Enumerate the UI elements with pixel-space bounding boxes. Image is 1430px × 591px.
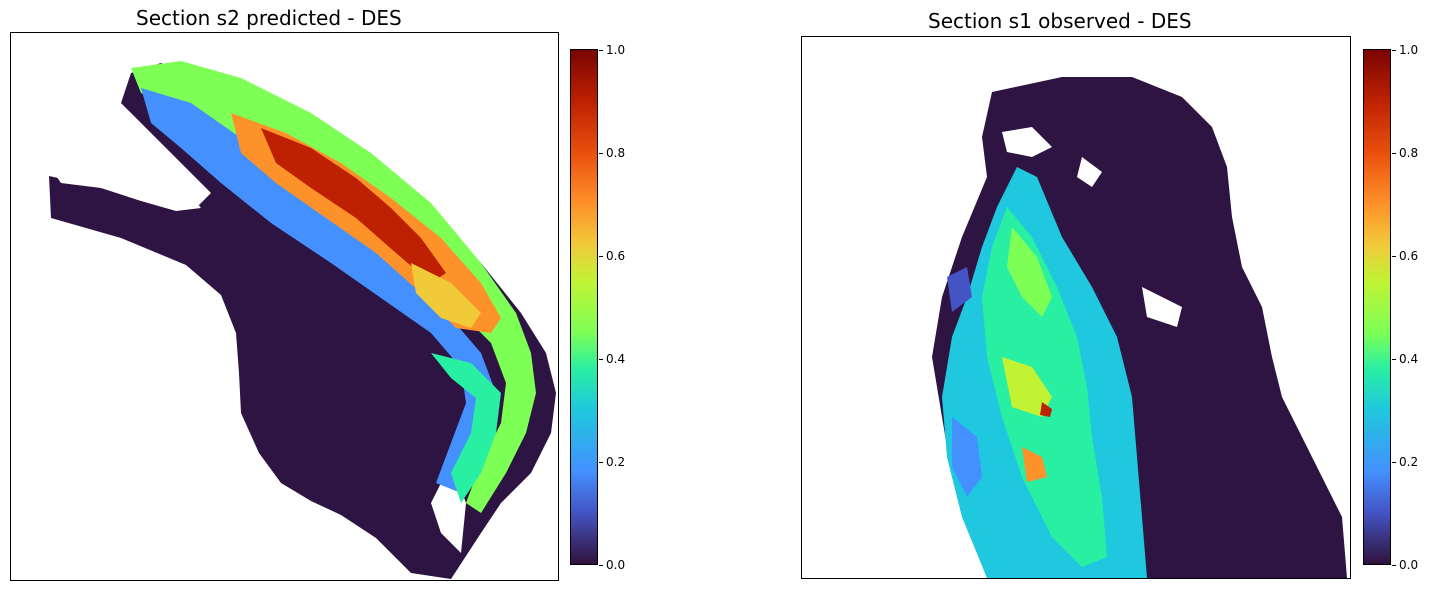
right-colorbar (1363, 49, 1391, 565)
left-colorbar (570, 49, 598, 565)
left-colorbar-tick: 0.6 (598, 249, 626, 263)
right-colorbar-tick: 0.8 (1391, 146, 1419, 160)
right-panel-title: Section s1 observed - DES (928, 9, 1192, 33)
right-colorbar-tick: 0.4 (1391, 352, 1419, 366)
right-expression-orange (1022, 447, 1047, 482)
left-colorbar-tick: 1.0 (598, 43, 626, 57)
left-colorbar-tick: 0.0 (598, 558, 626, 572)
right-colorbar-tick: 1.0 (1391, 43, 1419, 57)
left-expression-blue (141, 88, 496, 493)
right-tissue-image (801, 36, 1351, 579)
left-colorbar-tick: 0.8 (598, 146, 626, 160)
left-tissue-plot (46, 61, 556, 579)
right-colorbar-tick: 0.6 (1391, 249, 1419, 263)
left-colorbar-tick: 0.2 (598, 455, 626, 469)
left-tissue-gap (46, 148, 201, 211)
right-colorbar-tick: 0.0 (1391, 558, 1419, 572)
right-tissue-plot (932, 77, 1347, 578)
left-expression-red (261, 128, 446, 283)
right-colorbar-tick: 0.2 (1391, 455, 1419, 469)
left-tissue-body (49, 63, 556, 579)
left-colorbar-tick: 0.4 (598, 352, 626, 366)
right-expression-blue (947, 267, 972, 312)
left-panel-title: Section s2 predicted - DES (136, 6, 402, 30)
left-tissue-image (10, 32, 559, 581)
